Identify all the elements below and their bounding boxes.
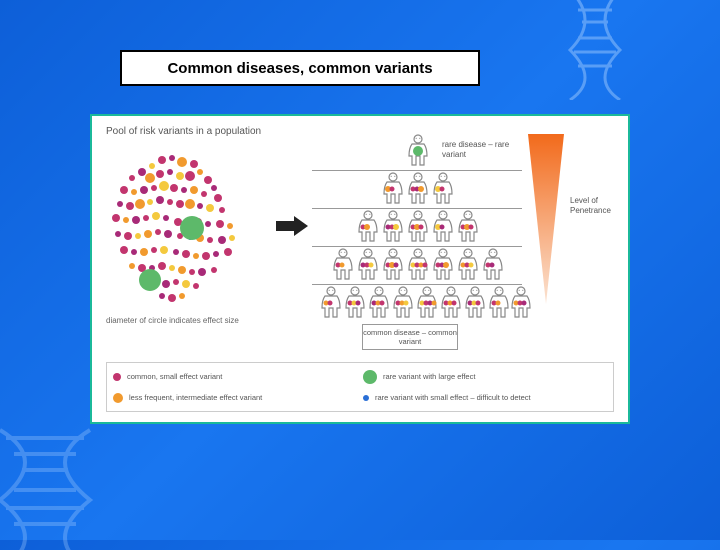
person-figure xyxy=(407,210,429,247)
person-figure xyxy=(488,286,510,323)
person-figure xyxy=(332,248,354,285)
person-icon xyxy=(382,248,404,280)
person-figure xyxy=(407,172,429,209)
person-figure xyxy=(432,210,454,247)
person-icon xyxy=(407,172,429,204)
person-icon xyxy=(382,172,404,204)
person-icon xyxy=(392,286,414,318)
legend-dot-icon xyxy=(113,393,123,403)
person-figure xyxy=(368,286,390,323)
person-icon xyxy=(357,210,379,242)
common-disease-label: common disease – common variant xyxy=(362,324,458,350)
pool-title: Pool of risk variants in a population xyxy=(106,126,261,137)
person-figure xyxy=(432,248,454,285)
person-figure xyxy=(382,248,404,285)
pyramid-figures xyxy=(312,134,522,324)
person-icon xyxy=(457,210,479,242)
person-icon xyxy=(488,286,510,318)
person-figure xyxy=(344,286,366,323)
arrow-icon xyxy=(276,216,308,236)
person-icon xyxy=(368,286,390,318)
person-figure xyxy=(440,286,462,323)
legend-text: rare variant with small effect – difficu… xyxy=(375,393,531,402)
person-icon xyxy=(332,248,354,280)
person-figure xyxy=(407,248,429,285)
person-figure xyxy=(482,248,504,285)
person-icon xyxy=(432,172,454,204)
person-icon xyxy=(432,248,454,280)
person-figure xyxy=(416,286,438,323)
person-figure xyxy=(457,248,479,285)
person-figure xyxy=(357,248,379,285)
pool-cluster xyxy=(102,142,272,312)
legend-box: common, small effect variant rare variant… xyxy=(106,362,614,412)
person-icon xyxy=(416,286,438,318)
legend-item: less frequent, intermediate effect varia… xyxy=(113,388,357,407)
person-icon xyxy=(407,134,429,166)
person-icon xyxy=(432,210,454,242)
pool-caption: diameter of circle indicates effect size xyxy=(106,316,239,325)
person-figure xyxy=(357,210,379,247)
legend-dot-icon xyxy=(363,395,369,401)
dna-decoration-top xyxy=(560,0,680,100)
legend-dot-icon xyxy=(113,373,121,381)
person-icon xyxy=(407,210,429,242)
legend-item: rare variant with large effect xyxy=(363,367,607,386)
dna-decoration-bottom xyxy=(0,410,180,550)
person-figure xyxy=(457,210,479,247)
legend-item: rare variant with small effect – difficu… xyxy=(363,388,607,407)
title-text: Common diseases, common variants xyxy=(167,60,432,77)
person-figure xyxy=(432,172,454,209)
person-icon xyxy=(457,248,479,280)
title-box: Common diseases, common variants xyxy=(120,50,480,86)
legend-text: less frequent, intermediate effect varia… xyxy=(129,393,262,402)
person-icon xyxy=(440,286,462,318)
person-icon xyxy=(344,286,366,318)
penetrance-wedge xyxy=(528,134,564,304)
legend-dot-icon xyxy=(363,370,377,384)
person-figure xyxy=(464,286,486,323)
person-figure xyxy=(392,286,414,323)
person-icon xyxy=(482,248,504,280)
person-figure xyxy=(382,210,404,247)
person-figure xyxy=(382,172,404,209)
legend-item: common, small effect variant xyxy=(113,367,357,386)
person-icon xyxy=(320,286,342,318)
legend-text: rare variant with large effect xyxy=(383,372,475,381)
penetrance-label: Level of Penetrance xyxy=(570,196,626,215)
person-figure xyxy=(407,134,429,171)
person-figure xyxy=(320,286,342,323)
person-icon xyxy=(407,248,429,280)
person-icon xyxy=(464,286,486,318)
person-icon xyxy=(357,248,379,280)
diagram-panel: Pool of risk variants in a population di… xyxy=(90,114,630,424)
person-icon xyxy=(382,210,404,242)
legend-text: common, small effect variant xyxy=(127,372,222,381)
